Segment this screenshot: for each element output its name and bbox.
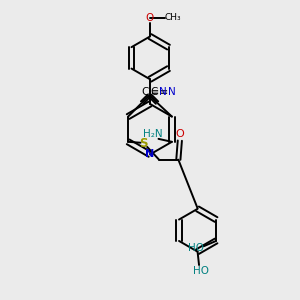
Text: O: O xyxy=(176,129,184,139)
Text: C: C xyxy=(150,87,158,97)
Text: CH₃: CH₃ xyxy=(165,13,181,22)
Text: H₂N: H₂N xyxy=(143,128,162,139)
Text: O: O xyxy=(146,13,154,23)
Text: S: S xyxy=(139,137,148,150)
Text: ≡: ≡ xyxy=(151,87,159,97)
Text: HO: HO xyxy=(193,266,209,276)
Text: N: N xyxy=(159,87,167,97)
Text: N: N xyxy=(146,149,154,160)
Text: C: C xyxy=(141,87,149,97)
Text: HO: HO xyxy=(188,243,204,253)
Text: ≡: ≡ xyxy=(160,87,168,97)
Text: N: N xyxy=(168,87,176,97)
